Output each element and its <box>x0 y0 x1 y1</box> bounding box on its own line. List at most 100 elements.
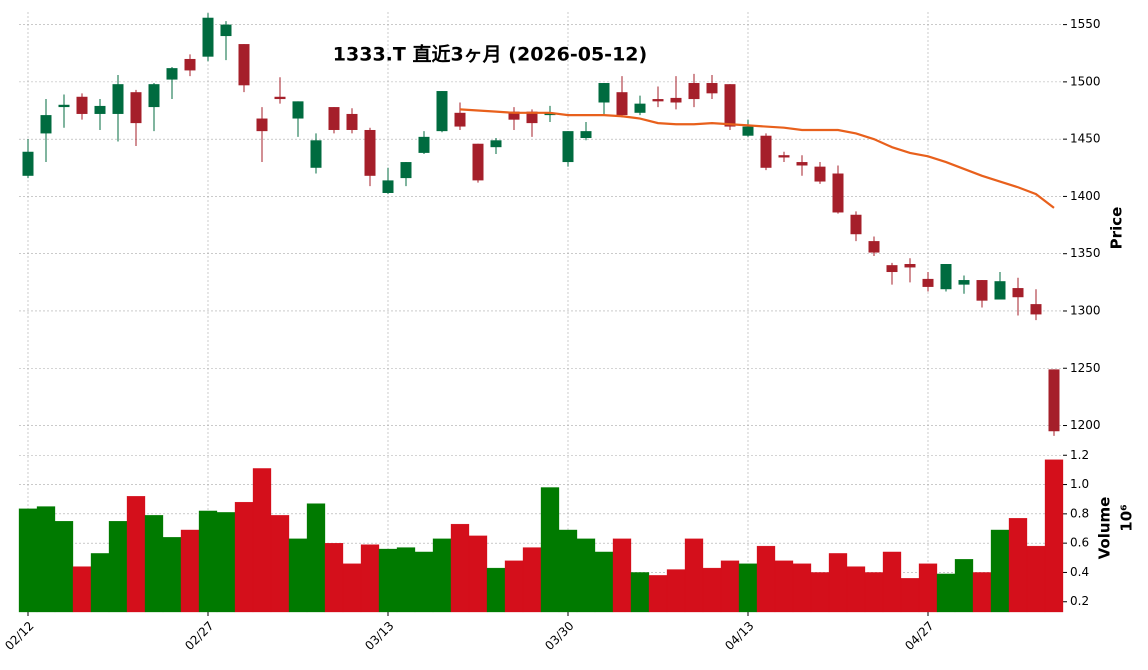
candle-body <box>868 241 880 253</box>
candle-body <box>994 281 1006 300</box>
volume-bar <box>576 538 596 613</box>
volume-bar <box>630 572 650 613</box>
candle-body <box>364 129 376 176</box>
candle-body <box>940 264 952 290</box>
volume-bar <box>18 508 38 613</box>
volume-bar <box>954 559 974 613</box>
volume-bar <box>126 496 146 613</box>
x-tick-label: 03/13 <box>362 619 396 653</box>
volume-bar <box>450 523 470 613</box>
x-tick-label: 03/30 <box>542 619 576 653</box>
y-tick-label: 1200 <box>1070 418 1101 432</box>
volume-bar <box>504 560 524 613</box>
candle-body <box>814 166 826 182</box>
candle-body <box>508 111 520 120</box>
volume-bar <box>1026 545 1046 613</box>
y-tick-label: 0.4 <box>1070 565 1089 579</box>
volume-bar <box>684 538 704 613</box>
volume-bar <box>810 572 830 613</box>
candle-body <box>616 92 628 116</box>
volume-bar <box>756 545 776 613</box>
candle-body <box>400 162 412 179</box>
volume-bar <box>90 553 110 613</box>
volume-offset-label: 10⁶ <box>1118 504 1136 531</box>
y-tick-label: 1400 <box>1070 189 1101 203</box>
candle-body <box>598 83 610 103</box>
volume-bar <box>360 544 380 613</box>
candle-body <box>22 151 34 176</box>
candle-body <box>688 83 700 100</box>
volume-bar <box>216 512 236 613</box>
candle-body <box>58 104 70 108</box>
y-tick-label: 1300 <box>1070 303 1101 317</box>
volume-bar <box>36 506 56 613</box>
candle-body <box>1048 369 1060 432</box>
volume-bar <box>1008 518 1028 613</box>
candle-body <box>382 180 394 193</box>
candle-body <box>1030 304 1042 315</box>
y-tick-label: 1450 <box>1070 132 1101 146</box>
candle-body <box>148 84 160 108</box>
candle-body <box>220 24 232 37</box>
y-tick-label: 1250 <box>1070 361 1101 375</box>
x-tick-label: 02/12 <box>2 619 36 653</box>
candle-body <box>76 96 88 114</box>
y-tick-label: 0.8 <box>1070 506 1089 520</box>
candle-body <box>256 118 268 132</box>
candle-body <box>130 92 142 124</box>
candle-body <box>652 99 664 102</box>
volume-bar <box>594 551 614 613</box>
candle-body <box>418 136 430 153</box>
candle-body <box>670 97 682 103</box>
candle-body <box>292 101 304 119</box>
volume-bar <box>486 567 506 613</box>
volume-bar <box>468 535 488 613</box>
candle-body <box>1012 288 1024 298</box>
y-tick-label: 0.2 <box>1070 594 1089 608</box>
volume-bar <box>198 510 218 613</box>
candle-body <box>832 173 844 213</box>
volume-bar <box>1044 459 1064 613</box>
volume-bar <box>306 503 326 613</box>
volume-axis-label: Volume <box>1096 497 1114 560</box>
candle-body <box>472 143 484 181</box>
candle-body <box>202 17 214 57</box>
volume-bar <box>846 566 866 613</box>
volume-bar <box>324 542 344 613</box>
candle-body <box>706 83 718 94</box>
volume-bar <box>882 551 902 613</box>
y-tick-label: 1500 <box>1070 74 1101 88</box>
candle-body <box>94 105 106 114</box>
volume-bar <box>648 575 668 613</box>
volume-bar <box>738 563 758 613</box>
volume-bar <box>108 521 128 613</box>
y-tick-label: 0.6 <box>1070 536 1089 550</box>
chart-title: 1333.T 直近3ヶ月 (2026-05-12) <box>333 43 647 66</box>
y-tick-label: 1550 <box>1070 17 1101 31</box>
volume-bar <box>936 573 956 613</box>
x-tick-label: 04/27 <box>902 619 936 653</box>
candle-body <box>886 265 898 273</box>
moving-average-line <box>459 108 1055 209</box>
volume-bar <box>720 560 740 613</box>
volume-bar <box>900 578 920 613</box>
candle-body <box>724 84 736 127</box>
candle-body <box>544 112 556 116</box>
candle-body <box>850 214 862 235</box>
candle-body <box>328 107 340 130</box>
volume-bar <box>540 487 560 613</box>
candle-body <box>796 162 808 166</box>
x-tick-label: 02/27 <box>182 619 216 653</box>
candle-body <box>490 140 502 148</box>
candle-body <box>238 44 250 86</box>
volume-bar <box>288 538 308 613</box>
volume-bar <box>864 572 884 613</box>
x-tick-label: 04/13 <box>722 619 756 653</box>
candle-body <box>580 131 592 139</box>
volume-bar <box>990 529 1010 613</box>
candle-body <box>634 103 646 113</box>
y-tick-label: 1.0 <box>1070 477 1089 491</box>
candle-body <box>958 280 970 285</box>
volume-bar <box>162 537 182 613</box>
y-axis-label: Price <box>1108 207 1126 250</box>
